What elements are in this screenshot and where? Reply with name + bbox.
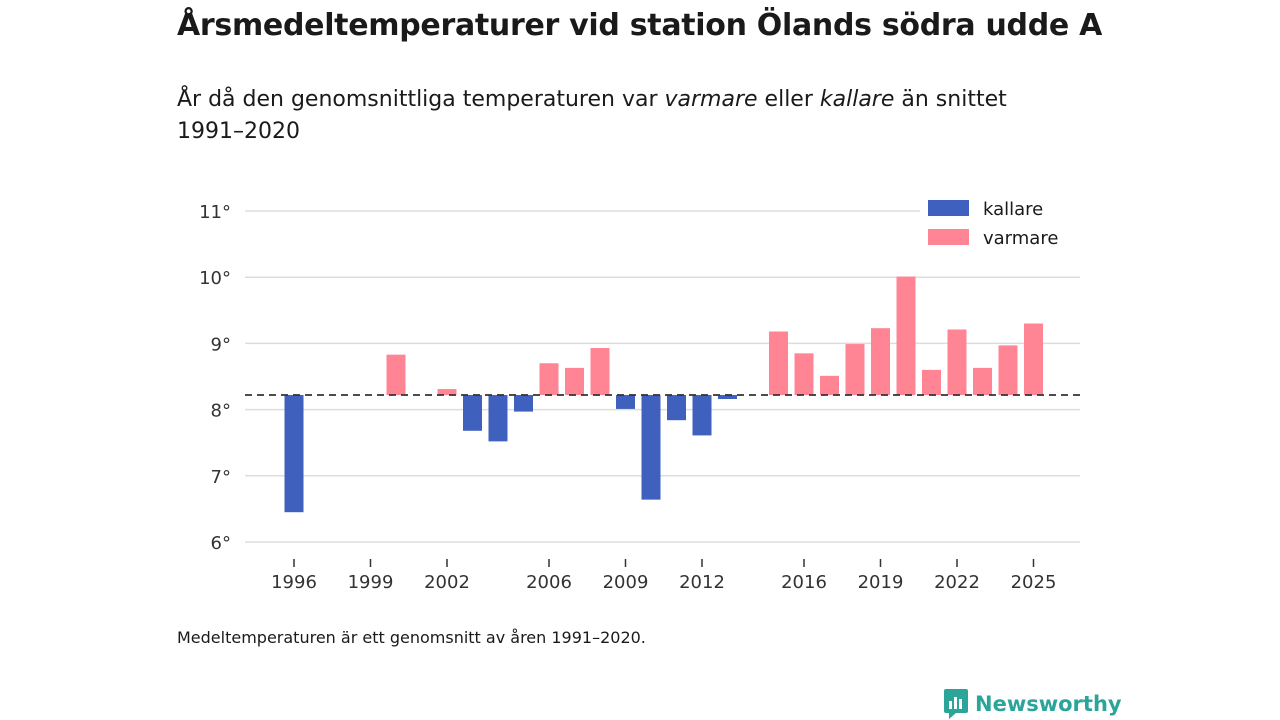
x-tick-label: 1999 [348, 572, 394, 593]
bar-varmare-2018 [845, 344, 865, 396]
legend-label-kallare: kallare [983, 199, 1043, 220]
brand-logo: Newsworthy [943, 688, 1122, 720]
bar-varmare-2025 [1024, 323, 1043, 396]
x-tick-label: 2006 [526, 572, 572, 593]
newsworthy-logo-icon [944, 689, 968, 719]
bar-varmare-2002 [437, 389, 457, 396]
subtitle-part-3: än snittet 1991–2020 [177, 87, 1007, 144]
y-tick-label: 8° [211, 401, 231, 422]
legend-label-varmare: varmare [983, 228, 1058, 249]
bar-varmare-2015 [769, 331, 788, 396]
bar-kallare-2010 [641, 395, 661, 500]
chart-subtitle: År då den genomsnittliga temperaturen va… [177, 84, 1077, 148]
bar-chart: 6° 7° 8° 9° 10° 11° 1996 1999 2002 2006 2009 2012 20… [199, 199, 1080, 593]
y-tick-label: 7° [211, 467, 231, 488]
bar-varmare-2019 [871, 328, 890, 396]
x-tick-label: 2025 [1011, 572, 1057, 593]
x-tick-label: 2002 [424, 572, 470, 593]
subtitle-part-1: År då den genomsnittliga temperaturen va… [177, 87, 665, 112]
x-tick-label: 2012 [679, 572, 725, 593]
legend-swatch-kallare [928, 200, 969, 216]
bar-kallare-2003 [463, 395, 482, 431]
bar-varmare-2006 [539, 363, 559, 396]
bar-varmare-2017 [820, 375, 839, 396]
bar-kallare-2011 [667, 395, 686, 421]
footnote: Medeltemperaturen är ett genomsnitt av å… [177, 628, 646, 647]
brand-name: Newsworthy [975, 692, 1122, 716]
y-tick-label: 6° [211, 533, 231, 554]
subtitle-cold-word: kallare [819, 87, 895, 112]
x-tick-label: 2022 [934, 572, 980, 593]
bar-kallare-2004 [488, 395, 508, 442]
bar-kallare-2005 [514, 395, 533, 412]
bar-varmare-2007 [565, 367, 584, 396]
x-tick-label: 2019 [858, 572, 904, 593]
bar-varmare-2000 [386, 354, 406, 396]
bar-varmare-2020 [896, 276, 916, 396]
bar-varmare-2008 [590, 348, 610, 396]
x-tick-label: 1996 [271, 572, 317, 593]
bar-kallare-2012 [692, 395, 712, 436]
bar-varmare-2023 [973, 367, 992, 396]
bar-kallare-2009 [616, 395, 635, 409]
y-tick-label: 9° [211, 334, 231, 355]
y-tick-label: 10° [199, 268, 231, 289]
y-tick-label: 11° [199, 202, 231, 223]
x-tick-label: 2009 [603, 572, 649, 593]
x-tick-label: 2016 [781, 572, 827, 593]
bar-varmare-2024 [998, 345, 1018, 396]
bar-varmare-2016 [794, 353, 814, 396]
bar-varmare-2022 [947, 329, 967, 396]
chart-title: Årsmedeltemperaturer vid station Ölands … [177, 8, 1103, 43]
bar-kallare-2013 [718, 395, 737, 400]
bar-varmare-2021 [922, 369, 941, 396]
subtitle-warm-word: varmare [664, 87, 758, 112]
bar-kallare-1996 [284, 395, 304, 513]
legend-swatch-varmare [928, 229, 969, 245]
subtitle-part-2: eller [757, 87, 820, 112]
